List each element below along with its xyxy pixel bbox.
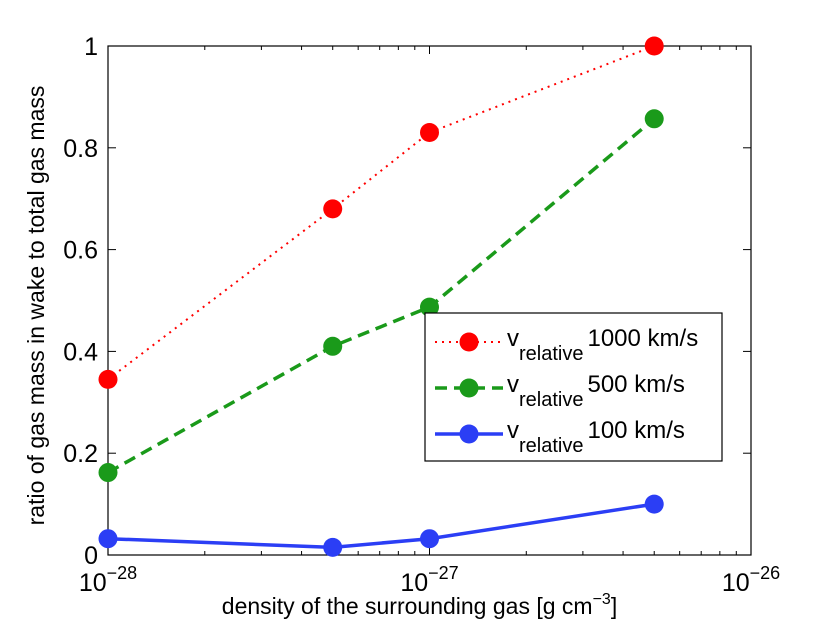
y-axis-label: ratio of gas mass in wake to total gas m… xyxy=(23,86,49,526)
series-3 xyxy=(98,494,664,557)
x-tick-label: 10−28 xyxy=(79,563,137,597)
series-2 xyxy=(98,109,664,483)
data-point xyxy=(644,36,664,56)
data-point xyxy=(420,297,439,317)
x-axis-label: density of the surrounding gas [g cm−3] xyxy=(222,591,617,619)
data-point xyxy=(98,369,118,389)
series-line xyxy=(107,117,656,475)
y-tick-label: 0.4 xyxy=(63,338,98,366)
data-point xyxy=(98,529,118,549)
y-tick-label: 1 xyxy=(84,33,98,61)
data-point xyxy=(323,336,343,356)
series-line xyxy=(107,502,655,550)
y-tick-label: 0 xyxy=(84,542,98,570)
series-layer xyxy=(98,36,664,557)
legend-entry-label: vrelative100 km/s xyxy=(507,417,685,457)
y-tick-label: 0.6 xyxy=(63,237,98,265)
legend-marker xyxy=(459,378,479,398)
y-tick-label: 0.2 xyxy=(63,440,98,468)
data-point xyxy=(644,494,664,514)
data-point xyxy=(323,537,343,557)
legend: vrelative1000 km/s vrelative500 km/s vrela… xyxy=(424,312,723,462)
data-point xyxy=(323,199,343,219)
series-line xyxy=(107,45,655,381)
data-point xyxy=(420,529,439,549)
x-tick-label: 10−26 xyxy=(722,563,780,597)
legend-entry-label: vrelative500 km/s xyxy=(507,371,685,411)
legend-entry-label: vrelative1000 km/s xyxy=(507,325,698,365)
x-axis-ticks: 10−28 10−27 10−26 xyxy=(79,46,780,597)
legend-marker xyxy=(459,332,479,352)
data-point xyxy=(644,109,664,129)
y-tick-label: 0.8 xyxy=(63,135,98,163)
data-point xyxy=(420,123,439,143)
legend-marker xyxy=(459,424,479,444)
y-axis-ticks: 0 0.2 0.4 0.6 0.8 1 xyxy=(63,33,751,570)
data-point xyxy=(98,463,118,483)
x-tick-label: 10−27 xyxy=(400,563,458,597)
series-1 xyxy=(98,36,664,389)
